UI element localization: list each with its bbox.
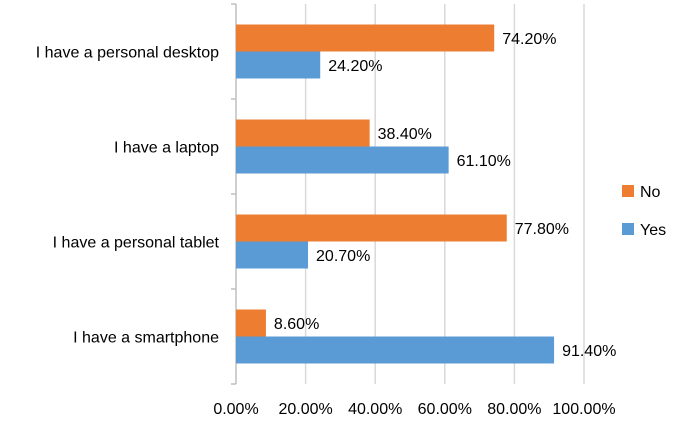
x-tick-label: 60.00% <box>418 401 472 418</box>
x-tick-label: 20.00% <box>278 401 332 418</box>
x-tick-labels: 0.00% 20.00% 40.00% 60.00% 80.00% 100.00% <box>213 401 615 418</box>
gridlines <box>304 4 585 384</box>
data-label-yes: 61.10% <box>457 153 511 170</box>
bar-yes <box>236 336 555 364</box>
legend-label-yes: Yes <box>640 222 666 239</box>
bar-yes <box>236 146 449 174</box>
data-label-no: 74.20% <box>502 31 556 48</box>
x-tick-label: 0.00% <box>213 401 258 418</box>
category-labels: I have a personal desktop I have a laptop… <box>36 45 220 347</box>
bar-no <box>236 309 266 337</box>
bar-yes <box>236 51 321 79</box>
x-tick-label: 100.00% <box>552 401 615 418</box>
legend-swatch-no <box>622 185 634 197</box>
legend: No Yes <box>622 184 666 239</box>
bar-no <box>236 24 495 52</box>
category-label: I have a laptop <box>114 140 219 157</box>
bars <box>236 24 555 364</box>
data-label-no: 8.60% <box>274 316 319 333</box>
legend-label-no: No <box>640 184 661 201</box>
data-label-no: 77.80% <box>515 221 569 238</box>
bar-no <box>236 119 370 147</box>
category-label: I have a smartphone <box>73 330 219 347</box>
category-label: I have a personal tablet <box>53 235 220 252</box>
data-label-no: 38.40% <box>378 126 432 143</box>
legend-swatch-yes <box>622 223 634 235</box>
bar-yes <box>236 241 309 269</box>
data-label-yes: 20.70% <box>316 248 370 265</box>
data-labels: 74.20% 24.20% 38.40% 61.10% 77.80% 20.70% 8.60… <box>274 31 616 360</box>
category-label: I have a personal desktop <box>36 45 219 62</box>
bar-no <box>236 214 507 242</box>
x-tick-label: 80.00% <box>487 401 541 418</box>
category-axis <box>231 3 237 385</box>
data-label-yes: 24.20% <box>328 58 382 75</box>
data-label-yes: 91.40% <box>562 343 616 360</box>
x-tick-label: 40.00% <box>348 401 402 418</box>
